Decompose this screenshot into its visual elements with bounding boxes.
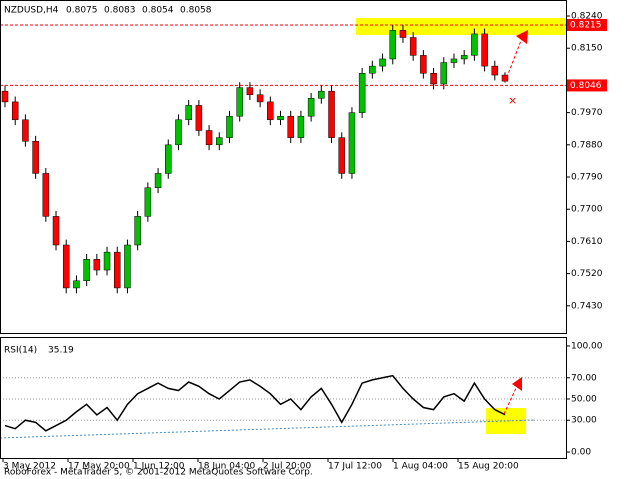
candle-body [318,90,325,99]
candle-body [440,62,448,85]
candle-body [83,259,90,282]
candle-body [399,30,407,38]
candle-body [481,33,488,67]
candle-body [205,130,213,146]
footer: RoboForex - MetaTrader 5, © 2001-2012 Me… [4,468,313,478]
candle-body [307,98,315,117]
y-tick-label: 0.7970 [571,108,603,118]
candle-body [195,105,203,131]
price-pane-border [0,0,567,334]
x-tick-label: 1 Jun 12:00 [133,462,185,472]
candle-body [42,173,50,217]
rsi-line [4,374,506,432]
candle-body [297,115,305,138]
symbol: NZDUSD,H4 [4,6,59,16]
y-tick-label: 0.7700 [571,205,603,215]
level-box [567,18,607,31]
x-tick-label: 17 Jul 12:00 [328,462,382,472]
candle-body [450,58,458,63]
candle-body [103,251,111,271]
y-tick-label: 0.7610 [571,237,603,247]
header-value: 0.8054 [142,6,174,16]
candle-body [175,119,182,146]
candle-body [185,105,192,121]
rsi-name: RSI(14) [4,346,37,356]
level-box [567,79,607,92]
candle-body [379,58,386,67]
candle-body [73,280,80,289]
candle-body [144,187,152,217]
candle-body [267,101,274,121]
candle-body [328,90,335,138]
rsi-pane-border [0,337,567,459]
y-tick-label: 0.8150 [571,44,603,54]
candle-body [62,244,70,289]
candle-body [389,30,397,60]
y-tick-label: 0.7520 [571,269,603,279]
y-tick-label: 0.8240 [571,12,603,22]
plot-layer: 0.8075 0.8083 0.8054 0.8058 0.8240 0.8150 0.79… [0,6,607,472]
y-tick-label: 0.7880 [571,140,603,150]
resistance-zone [356,18,566,35]
x-tick-label: 1 Aug 04:00 [393,462,448,472]
candle-body [348,112,356,174]
y-tick-label: 100.00 [571,341,603,351]
header-value: 0.8075 [66,6,98,16]
candle-body [430,73,437,85]
x-tick-label: 15 Aug 20:00 [458,462,519,472]
candle-body [1,90,9,103]
candle-body [93,259,101,271]
rsi-trendline [0,419,536,439]
header-value: 0.8058 [180,6,212,16]
y-tick-label: 30.00 [571,416,597,426]
level-label: 0.8215 [570,20,602,30]
header-value: 0.8083 [104,6,136,16]
candle-body [216,137,223,146]
x-tick-label: 17 May 20:00 [68,462,130,472]
candle-body [460,55,468,60]
candle-body [32,140,39,174]
y-tick-label: 0.00 [571,448,591,458]
arrow-head [512,377,522,391]
x-tick-label: 18 Jun 04:00 [198,462,255,472]
candle-body [52,216,60,246]
y-tick-label: 70.00 [571,373,597,383]
candle-body [113,251,121,289]
forecast-arrow [504,37,523,83]
candle-body [338,137,345,174]
candle-body [134,216,141,246]
candle-body [491,65,499,76]
candle-body [420,55,427,74]
arrow-head [516,30,528,44]
candle-body [154,173,162,188]
candle-body [358,73,366,113]
candle-body [471,33,478,56]
candle-body [256,94,264,103]
rsi-arrow [503,385,518,415]
candle-body [22,119,29,142]
candle-body [11,101,19,121]
candle-body [165,144,172,174]
candle-body [236,87,243,117]
candle-body [409,37,417,56]
y-tick-label: 0.7790 [571,173,603,183]
y-tick-label: 0.7430 [571,301,603,311]
y-tick-label: 50.00 [571,395,597,405]
candle-body [124,244,131,289]
x-tick-label: 2 Jul 20:00 [263,462,312,472]
x-tick-label: 3 May 2012 [3,462,56,472]
candle-body [287,115,294,138]
cross-marker: × [508,94,517,107]
candle-body [246,87,254,95]
candle-body [226,115,233,138]
rsi-last: 35.19 [48,346,74,356]
level-label: 0.8046 [570,81,602,91]
candle-body [369,65,376,74]
candle-body [277,115,284,121]
